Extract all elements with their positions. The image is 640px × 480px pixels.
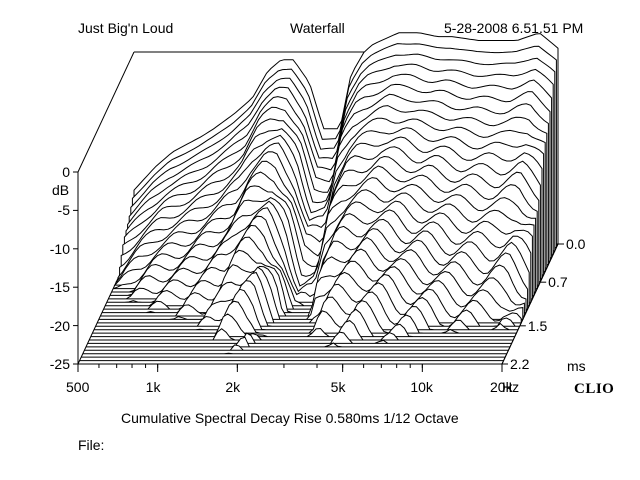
chart-caption: Cumulative Spectral Decay Rise 0.580ms 1… bbox=[121, 410, 459, 426]
decay-slice bbox=[90, 308, 515, 338]
file-label: File: bbox=[78, 437, 105, 453]
decay-slice bbox=[86, 336, 510, 348]
z-axis-unit-label: ms bbox=[567, 358, 586, 374]
clio-brand-logo: CLIO bbox=[574, 381, 615, 397]
header-timestamp: 5-28-2008 6.51.51 PM bbox=[444, 20, 584, 36]
y-tick-label: -25 bbox=[49, 356, 70, 372]
y-tick-label: -10 bbox=[49, 240, 70, 257]
decay-slice bbox=[89, 320, 514, 341]
z-tick-label: 1.5 bbox=[527, 317, 548, 334]
x-tick-label: 500 bbox=[66, 379, 90, 395]
y-tick-label: -20 bbox=[49, 317, 70, 334]
z-tick-label: 0.0 bbox=[566, 236, 586, 252]
decay-slice bbox=[92, 300, 517, 334]
x-axis-unit-label: Hz bbox=[502, 379, 520, 395]
x-tick-label: 20k bbox=[490, 379, 513, 395]
x-tick-label: 10k bbox=[410, 379, 433, 395]
decay-slices bbox=[78, 32, 559, 365]
y-tick-label: 0 bbox=[62, 164, 70, 180]
decay-slice bbox=[87, 331, 512, 344]
decay-slice bbox=[82, 352, 507, 355]
y-tick-label: -15 bbox=[49, 279, 70, 296]
z-tick-label: 2.2 bbox=[510, 356, 530, 372]
z-tick-label: 0.7 bbox=[548, 274, 568, 291]
header-chart-title: Waterfall bbox=[290, 20, 345, 36]
x-tick-label: 2k bbox=[225, 379, 241, 395]
plot-frame bbox=[73, 171, 564, 372]
decay-slice bbox=[84, 344, 509, 351]
header-project-name: Just Big'n Loud bbox=[78, 20, 174, 36]
back-left-edge bbox=[77, 51, 135, 173]
x-tick-label: 5k bbox=[330, 379, 346, 395]
z-axis-line bbox=[501, 243, 559, 365]
y-axis-unit-label: dB bbox=[52, 182, 70, 198]
y-tick-label: -5 bbox=[57, 202, 70, 219]
x-tick-label: 1k bbox=[145, 379, 161, 395]
